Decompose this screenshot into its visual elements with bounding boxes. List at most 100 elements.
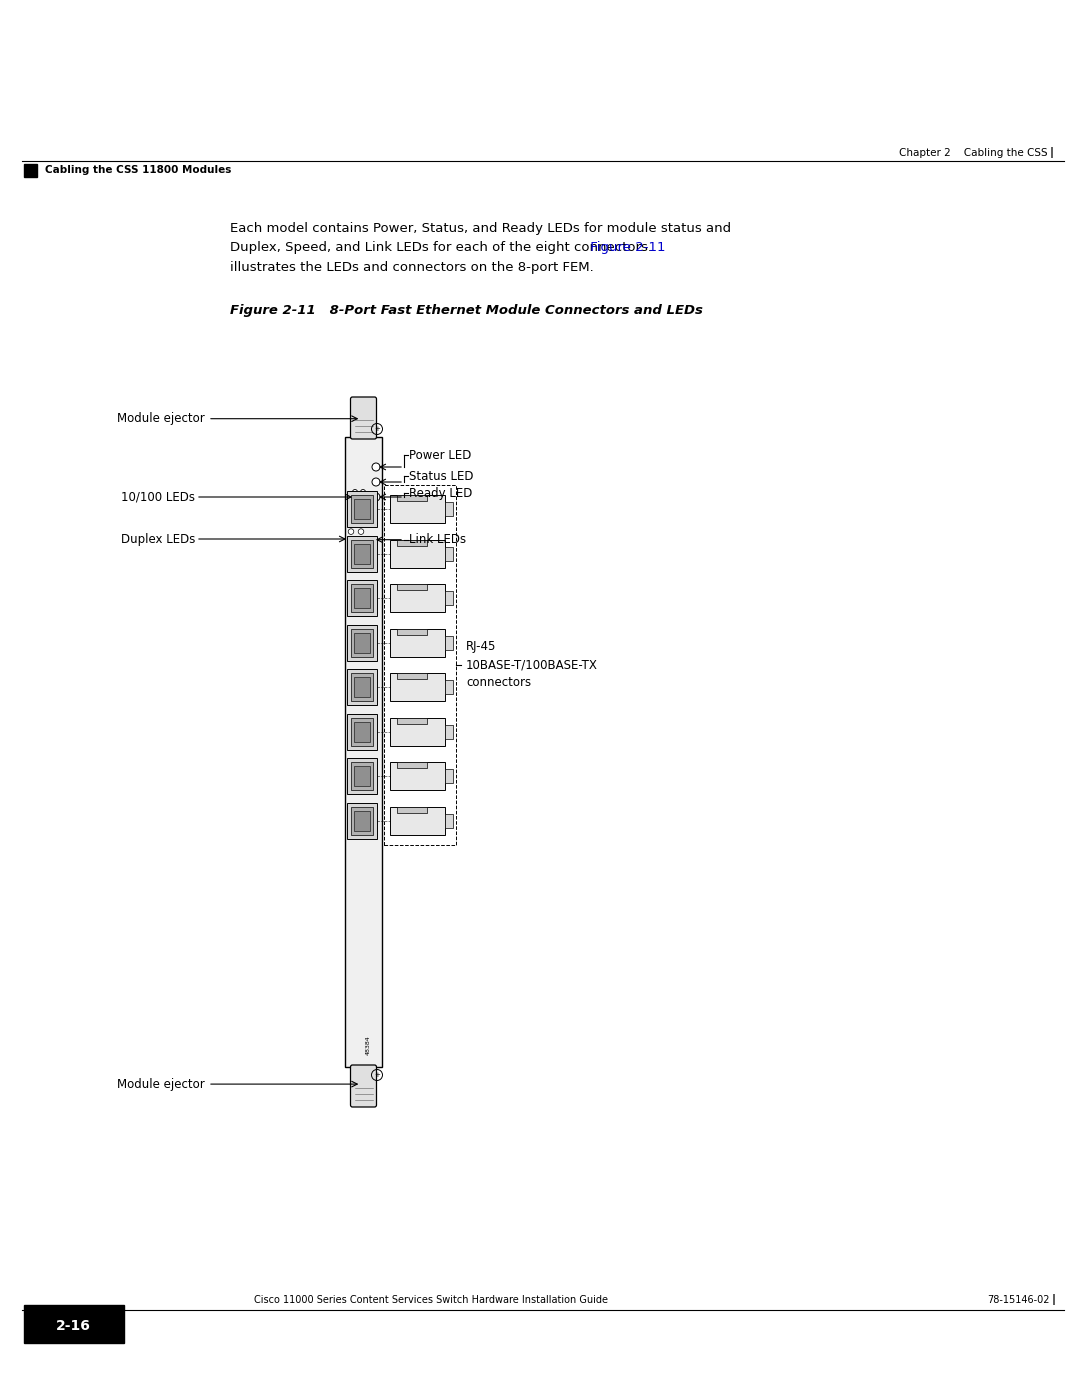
Text: Each model contains Power, Status, and Ready LEDs for module status and: Each model contains Power, Status, and R…	[230, 222, 731, 235]
Bar	[354, 721, 370, 742]
Text: Link LEDs: Link LEDs	[409, 534, 467, 546]
Bar	[354, 499, 370, 520]
Bar	[445, 813, 453, 827]
Circle shape	[359, 529, 364, 535]
Text: illustrates the LEDs and connectors on the 8-port FEM.: illustrates the LEDs and connectors on t…	[230, 261, 594, 274]
Text: Module ejector: Module ejector	[118, 412, 205, 425]
FancyBboxPatch shape	[351, 1065, 377, 1106]
Text: 48384: 48384	[366, 1035, 372, 1055]
Text: Cabling the CSS 11800 Modules: Cabling the CSS 11800 Modules	[45, 165, 232, 176]
Bar	[24, 163, 37, 177]
Circle shape	[352, 489, 357, 495]
Text: Chapter 2    Cabling the CSS: Chapter 2 Cabling the CSS	[899, 148, 1048, 158]
Text: connectors: connectors	[465, 676, 531, 689]
Bar	[396, 584, 427, 590]
Bar	[445, 636, 453, 650]
Bar	[347, 490, 377, 527]
Text: |: |	[1052, 1294, 1056, 1305]
Bar	[347, 624, 377, 661]
Bar	[396, 629, 427, 634]
Text: Cisco 11000 Series Content Services Switch Hardware Installation Guide: Cisco 11000 Series Content Services Swit…	[254, 1295, 608, 1305]
Bar	[347, 759, 377, 793]
Bar	[351, 539, 373, 567]
Bar	[396, 761, 427, 768]
Bar	[390, 806, 445, 834]
Text: RJ-45: RJ-45	[465, 640, 497, 654]
Bar	[347, 802, 377, 838]
Text: Duplex LEDs: Duplex LEDs	[121, 532, 195, 545]
Circle shape	[359, 504, 364, 510]
Bar	[351, 584, 373, 612]
Bar	[351, 718, 373, 746]
Circle shape	[372, 478, 380, 486]
Bar	[396, 718, 427, 724]
Text: 10BASE-T/100BASE-TX: 10BASE-T/100BASE-TX	[465, 658, 598, 671]
Circle shape	[348, 513, 354, 518]
Bar	[390, 718, 445, 746]
Circle shape	[348, 562, 354, 567]
Circle shape	[359, 521, 364, 527]
Bar	[445, 768, 453, 782]
Bar	[354, 678, 370, 697]
Bar	[354, 810, 370, 830]
Bar	[354, 543, 370, 563]
Circle shape	[359, 545, 364, 550]
Bar	[347, 669, 377, 705]
Text: +: +	[374, 1071, 380, 1078]
Bar	[390, 495, 445, 522]
Circle shape	[359, 562, 364, 567]
Circle shape	[348, 521, 354, 527]
Bar	[396, 806, 427, 813]
Text: Duplex, Speed, and Link LEDs for each of the eight connectors.: Duplex, Speed, and Link LEDs for each of…	[230, 242, 652, 254]
Circle shape	[359, 553, 364, 559]
FancyBboxPatch shape	[351, 397, 377, 439]
Text: 78-15146-02: 78-15146-02	[987, 1295, 1050, 1305]
Bar	[354, 588, 370, 608]
Bar	[345, 437, 382, 1067]
Bar	[390, 673, 445, 701]
Bar	[347, 535, 377, 571]
Circle shape	[352, 499, 357, 503]
Text: Status LED: Status LED	[409, 469, 473, 482]
Bar	[390, 584, 445, 612]
Text: 2-16: 2-16	[56, 1319, 91, 1333]
Bar	[351, 495, 373, 522]
Bar	[445, 546, 453, 560]
Circle shape	[348, 553, 354, 559]
Circle shape	[348, 504, 354, 510]
Text: +: +	[374, 426, 380, 432]
Bar	[347, 714, 377, 750]
Bar	[396, 539, 427, 546]
Bar	[390, 629, 445, 657]
Circle shape	[361, 489, 365, 495]
Bar	[384, 485, 456, 845]
Circle shape	[372, 462, 380, 471]
Bar	[445, 591, 453, 605]
Circle shape	[348, 545, 354, 550]
Text: 10/100 LEDs: 10/100 LEDs	[121, 490, 195, 503]
Circle shape	[361, 499, 365, 503]
Text: Figure 2-11: Figure 2-11	[586, 242, 666, 254]
Bar	[351, 761, 373, 789]
Bar	[396, 673, 427, 679]
Bar	[354, 633, 370, 652]
Circle shape	[359, 513, 364, 518]
Circle shape	[348, 536, 354, 542]
Circle shape	[348, 529, 354, 535]
Bar	[445, 502, 453, 515]
Bar	[390, 761, 445, 789]
Text: |: |	[1050, 147, 1054, 158]
Bar	[354, 766, 370, 787]
Text: Power LED: Power LED	[409, 448, 471, 461]
Text: Figure 2-11   8-Port Fast Ethernet Module Connectors and LEDs: Figure 2-11 8-Port Fast Ethernet Module …	[230, 305, 703, 317]
Circle shape	[359, 536, 364, 542]
Bar	[351, 629, 373, 657]
Bar	[351, 673, 373, 701]
Bar	[396, 495, 427, 502]
Circle shape	[372, 493, 380, 502]
Text: Ready LED: Ready LED	[409, 486, 472, 500]
Bar	[445, 680, 453, 694]
Bar	[24, 1305, 124, 1343]
Bar	[351, 806, 373, 834]
Bar	[445, 725, 453, 739]
